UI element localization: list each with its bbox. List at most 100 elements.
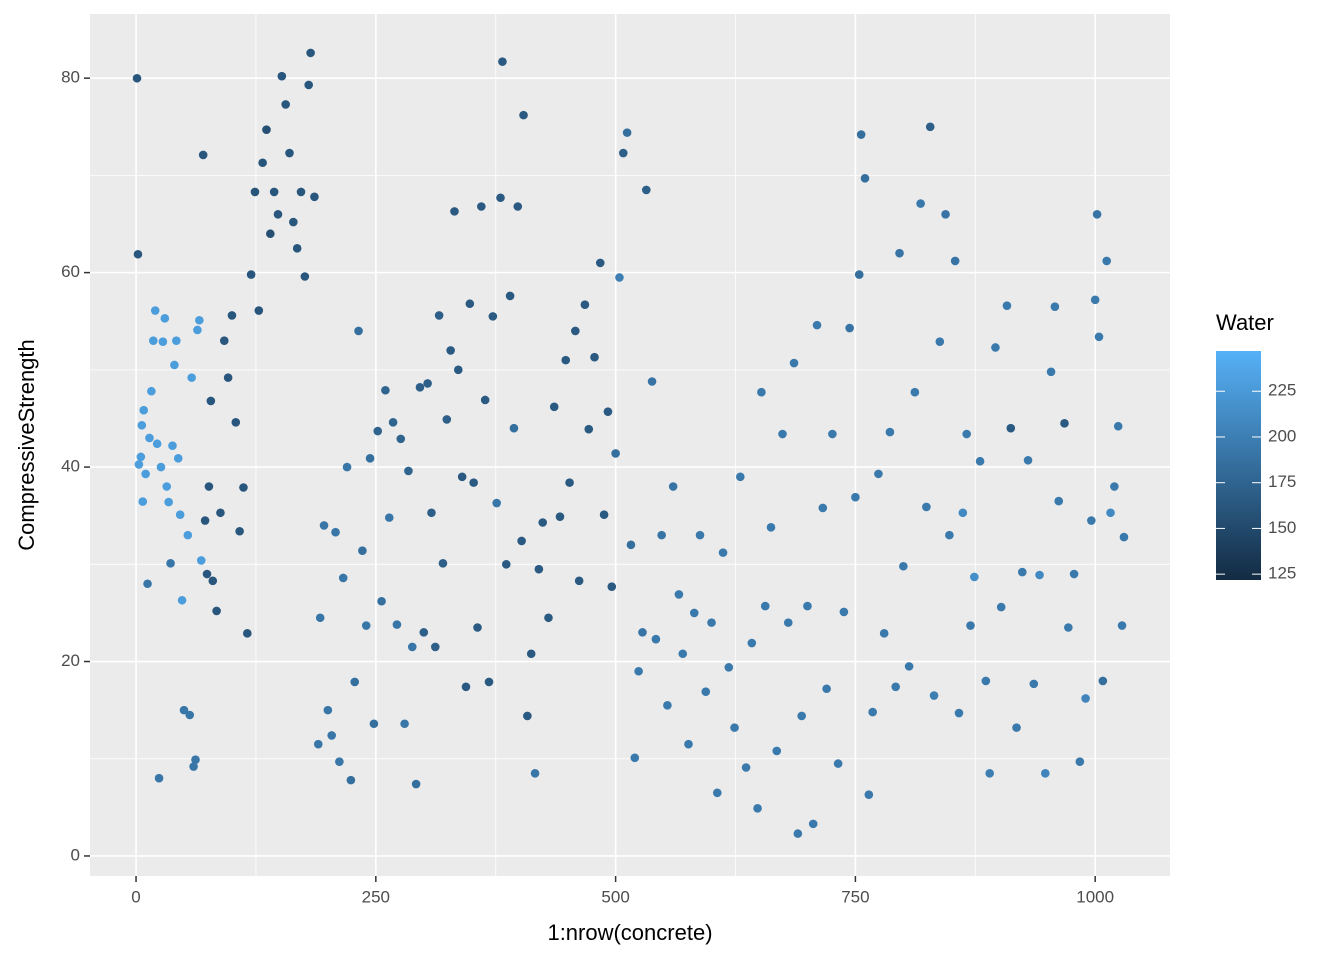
point [170, 360, 179, 370]
point [365, 454, 375, 463]
point [966, 621, 975, 630]
point [1098, 676, 1108, 686]
point [891, 682, 900, 692]
point [1110, 482, 1119, 491]
point [354, 326, 363, 336]
point [950, 256, 960, 266]
point [622, 128, 632, 137]
point [369, 719, 379, 729]
point [647, 377, 657, 386]
point [1094, 332, 1104, 342]
point [741, 763, 751, 772]
point [419, 628, 429, 637]
point [797, 711, 806, 721]
point [766, 523, 776, 532]
point [1102, 256, 1111, 266]
point [874, 469, 883, 479]
point [1017, 567, 1027, 577]
point [173, 454, 183, 463]
point [179, 705, 189, 715]
point [411, 779, 421, 789]
point [281, 100, 290, 109]
point [381, 385, 390, 395]
point [430, 642, 440, 652]
point [187, 373, 196, 382]
point [757, 387, 766, 397]
point [760, 601, 770, 611]
point [175, 510, 185, 520]
points [132, 48, 1129, 838]
point [638, 628, 647, 637]
point [250, 187, 260, 197]
point [473, 623, 482, 632]
point [916, 199, 925, 208]
point [523, 711, 532, 721]
point [607, 582, 617, 591]
point [292, 244, 302, 253]
point [269, 187, 279, 197]
point [285, 148, 294, 158]
point [404, 466, 413, 476]
point [454, 365, 463, 375]
point [392, 620, 402, 629]
point [1106, 508, 1115, 518]
panel [90, 14, 1170, 876]
grid [90, 14, 1170, 876]
point [513, 202, 523, 211]
point [223, 373, 233, 382]
point [319, 521, 329, 530]
point [996, 602, 1006, 612]
point [136, 452, 146, 462]
x-tick-label: 0 [131, 887, 140, 906]
point [492, 498, 501, 508]
point [446, 346, 455, 355]
point [684, 739, 693, 749]
point [1090, 295, 1100, 305]
point [941, 209, 950, 219]
y-axis-title: CompressiveStrength [14, 339, 39, 551]
point [1002, 301, 1012, 310]
point [925, 122, 935, 132]
point [860, 174, 870, 183]
point [530, 769, 540, 778]
point [346, 775, 356, 785]
point [335, 757, 344, 766]
point [1029, 679, 1039, 689]
point [488, 312, 498, 321]
point [526, 649, 536, 659]
point [1069, 569, 1079, 579]
point [141, 469, 150, 479]
point [342, 462, 352, 472]
point [630, 753, 640, 763]
point [400, 719, 409, 729]
point [212, 606, 221, 616]
point [822, 684, 831, 694]
point [231, 418, 241, 427]
point [323, 705, 333, 715]
point [678, 649, 688, 659]
point [361, 621, 371, 630]
point [736, 472, 745, 482]
point [243, 629, 252, 638]
point [778, 429, 787, 439]
point [331, 527, 340, 537]
point [618, 148, 628, 158]
x-tick-label: 750 [841, 887, 869, 906]
point [498, 57, 507, 66]
point [845, 323, 854, 333]
point [812, 320, 822, 330]
colorbar-label: 200 [1268, 426, 1296, 445]
point [164, 497, 173, 507]
point [156, 462, 166, 472]
point [879, 629, 889, 638]
point [793, 829, 803, 838]
point [854, 270, 864, 279]
point [388, 418, 398, 427]
point [611, 449, 620, 458]
point [145, 433, 154, 443]
point [1064, 623, 1073, 632]
point [1023, 455, 1033, 465]
point [195, 315, 204, 325]
point [864, 790, 874, 800]
